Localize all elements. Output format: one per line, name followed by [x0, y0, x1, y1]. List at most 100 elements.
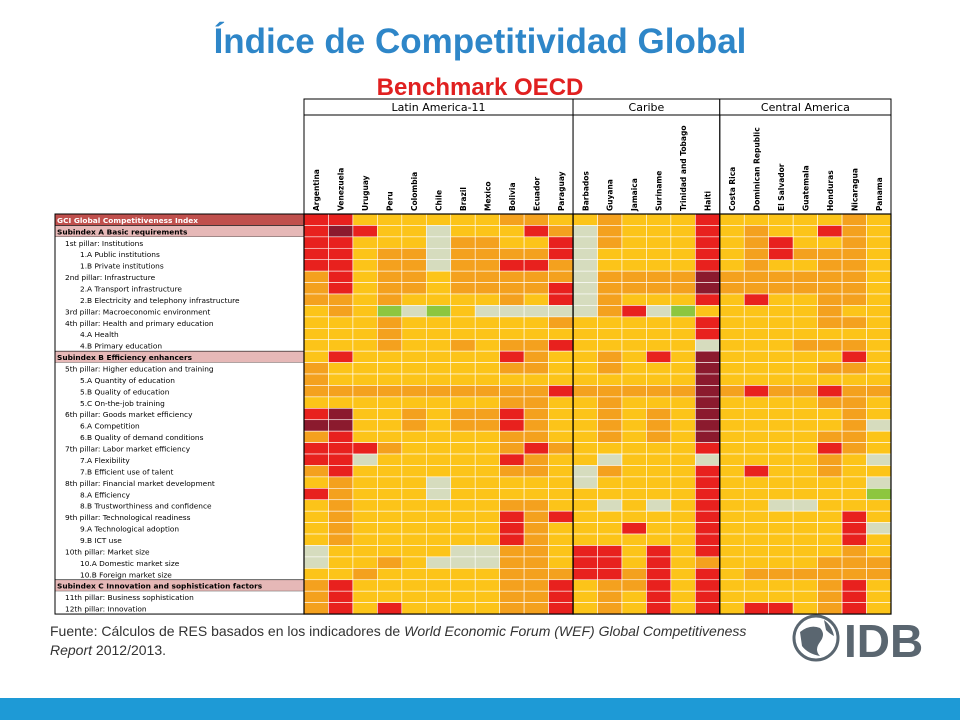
source-prefix: Fuente: Cálculos de RES basados en los i…: [50, 623, 405, 639]
heat-cell: [768, 545, 794, 558]
row-label: 10.A Domestic market size: [80, 559, 180, 568]
heat-cell: [303, 590, 329, 603]
heat-cell: [425, 247, 452, 261]
row-label-bg: [55, 556, 304, 569]
heat-cell: [792, 327, 818, 341]
row-label-bg: [55, 534, 304, 546]
heat-cell: [499, 213, 525, 226]
heat-cell: [352, 282, 378, 295]
heat-cell: [401, 350, 427, 363]
heat-cell: [377, 568, 403, 581]
heat-cell: [817, 259, 843, 272]
heat-cell: [499, 225, 525, 238]
heat-cell: [548, 453, 574, 466]
heat-cell: [352, 350, 378, 363]
heat-cell: [401, 396, 427, 409]
heat-cell: [695, 590, 721, 603]
heat-cell: [572, 213, 598, 226]
heat-cell: [548, 488, 574, 501]
heat-cell: [450, 350, 476, 363]
column-label: Argentina: [312, 169, 321, 211]
heat-cell: [817, 476, 843, 489]
heat-cell: [499, 259, 525, 272]
row-label-bg: [55, 602, 304, 615]
heat-cell: [817, 590, 843, 603]
heat-cell: [377, 213, 403, 226]
row-label: Subindex B Efficiency enhancers: [57, 353, 193, 362]
heat-cell: [597, 419, 623, 432]
heat-cell: [425, 339, 452, 352]
heat-cell: [474, 305, 500, 318]
heat-cell: [401, 408, 427, 421]
heat-cell: [474, 350, 500, 363]
heat-cell: [670, 293, 696, 306]
heat-cell: [352, 442, 378, 455]
heat-cell: [817, 419, 843, 432]
heat-cell: [841, 419, 867, 432]
heat-cell: [817, 499, 843, 512]
row-label: 2.B Electricity and telephony infrastruc…: [80, 296, 240, 305]
heat-cell: [303, 259, 329, 272]
heat-cell: [719, 499, 745, 512]
heat-cell: [768, 270, 794, 283]
heat-cell: [817, 350, 843, 363]
heat-cell: [450, 476, 476, 489]
heat-cell: [866, 339, 892, 352]
heat-cell: [548, 350, 574, 363]
heat-cell: [695, 213, 721, 226]
heat-cell: [352, 236, 378, 249]
heat-cell: [866, 293, 892, 306]
heat-cell: [743, 236, 770, 249]
heat-cell: [523, 465, 549, 478]
heat-cell: [328, 339, 354, 352]
heat-cell: [768, 510, 794, 523]
heat-cell: [792, 316, 818, 329]
heat-cell: [499, 396, 525, 409]
heat-cell: [768, 236, 794, 249]
heat-cell: [499, 556, 525, 569]
heat-cell: [719, 259, 745, 272]
heat-cell: [303, 510, 329, 523]
heat-cell: [597, 293, 623, 306]
heat-cell: [792, 590, 818, 603]
heat-cell: [303, 499, 329, 512]
heat-cell: [817, 225, 843, 238]
heat-cell: [719, 396, 745, 409]
heat-cell: [523, 419, 549, 432]
heat-cell: [450, 499, 476, 512]
heat-cell: [425, 568, 452, 581]
heat-cell: [474, 568, 500, 581]
heat-cell: [352, 213, 378, 226]
column-label: Mexico: [483, 181, 492, 211]
heat-cell: [719, 316, 745, 329]
heat-cell: [352, 522, 378, 535]
heat-cell: [670, 568, 696, 581]
row-label: 10.B Foreign market size: [80, 570, 172, 579]
heat-cell: [377, 327, 403, 341]
heat-cell: [450, 590, 476, 603]
heat-cell: [328, 488, 354, 501]
heat-cell: [719, 225, 745, 238]
heat-cell: [768, 305, 794, 318]
heat-cell: [817, 339, 843, 352]
heat-cell: [743, 293, 770, 306]
heat-cell: [621, 247, 647, 261]
heat-cell: [597, 476, 623, 489]
row-label: 6.B Quality of demand conditions: [80, 433, 204, 442]
heat-cell: [866, 282, 892, 295]
heat-cell: [572, 579, 598, 592]
heat-cell: [670, 282, 696, 295]
heat-cell: [425, 270, 452, 283]
heat-cell: [646, 430, 672, 443]
heat-cell: [377, 293, 403, 306]
heat-cell: [328, 396, 354, 409]
heat-cell: [499, 442, 525, 455]
heat-cell: [621, 385, 647, 398]
heat-cell: [499, 419, 525, 432]
heat-cell: [499, 602, 525, 615]
heat-cell: [450, 385, 476, 398]
heat-cell: [401, 339, 427, 352]
heat-cell: [474, 522, 500, 535]
heat-cell: [450, 453, 476, 466]
